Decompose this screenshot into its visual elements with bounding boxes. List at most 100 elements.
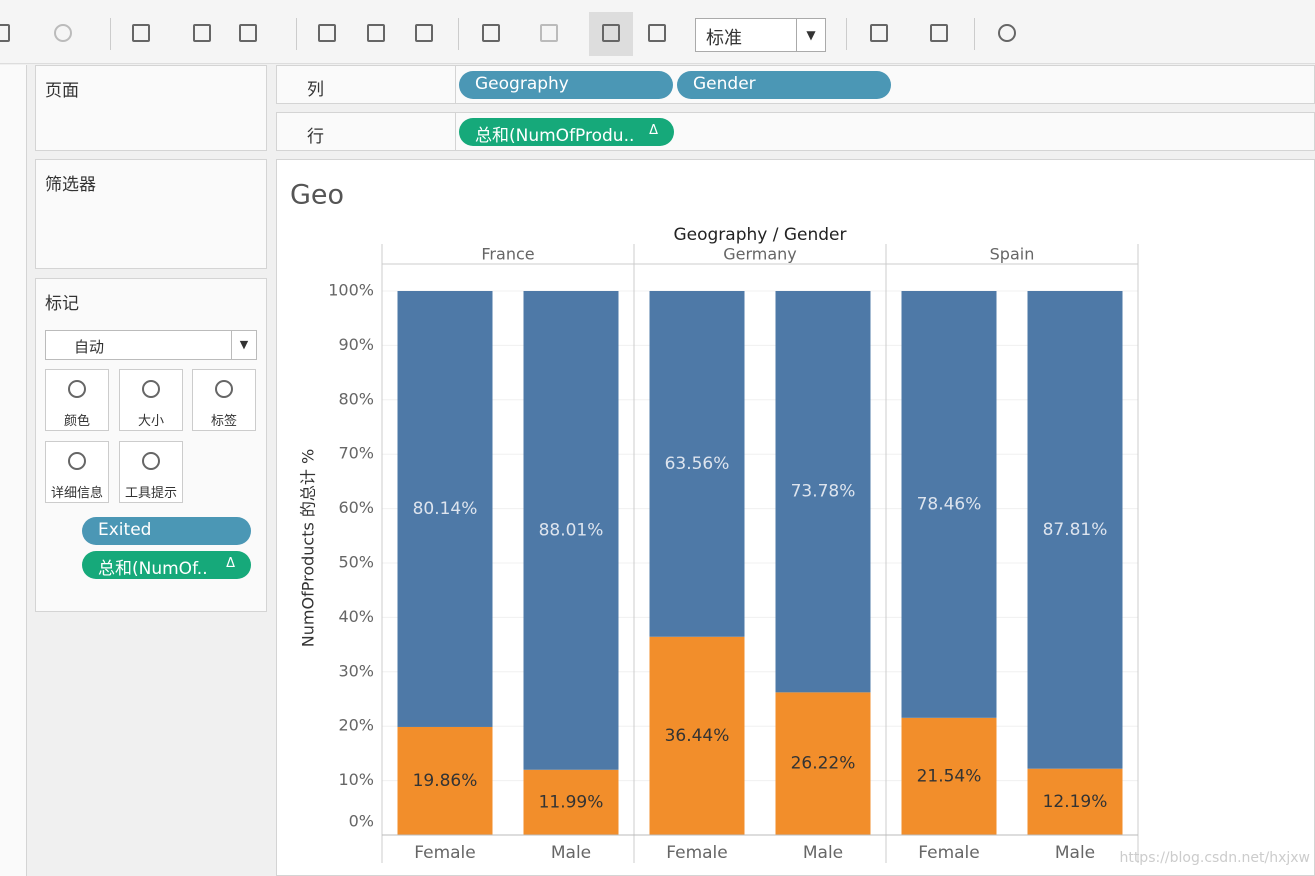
y-axis-label: NumOfProducts 的总计 %	[299, 449, 318, 647]
data-label: 11.99%	[539, 792, 604, 812]
separator	[846, 18, 847, 50]
bar-segment	[397, 726, 493, 835]
column-header: Spain	[990, 245, 1035, 264]
column-header-title: Geography / Gender	[673, 225, 846, 245]
pill-delta: Δ	[226, 556, 235, 571]
x-tick-label: Female	[666, 843, 727, 863]
filters-card: 筛选器	[35, 159, 267, 269]
data-label: 63.56%	[665, 454, 730, 474]
column-header: France	[481, 245, 534, 264]
data-label: 80.14%	[413, 499, 478, 519]
bar-segment	[901, 717, 997, 835]
pages-card: 页面	[35, 65, 267, 151]
data-label: 36.44%	[665, 726, 730, 746]
x-tick-label: Male	[551, 843, 591, 863]
marks-card: 标记 自动 ▼ 颜色 大小 标签 详细信息 工具提示 Exited 总和(NumO…	[35, 278, 267, 612]
toolbar-icon[interactable]	[930, 24, 948, 42]
y-tick-label: 0%	[349, 812, 374, 831]
y-tick-label: 70%	[338, 444, 374, 463]
card-title: 标记	[45, 294, 79, 314]
toolbar-active[interactable]	[589, 12, 633, 56]
fit-dropdown[interactable]: 标准 ▼	[695, 18, 826, 52]
pill-text: 总和(NumOfProdu..	[475, 126, 635, 146]
toolbar-icon[interactable]	[540, 24, 558, 42]
x-tick-label: Male	[803, 843, 843, 863]
separator	[974, 18, 975, 50]
y-tick-label: 50%	[338, 553, 374, 572]
separator	[296, 18, 297, 50]
toolbar-icon[interactable]	[998, 24, 1016, 42]
dropdown-arrow[interactable]: ▼	[796, 19, 825, 51]
x-tick-label: Male	[1055, 843, 1095, 863]
toolbar: 标准 ▼	[0, 0, 1315, 64]
separator	[458, 18, 459, 50]
shelf-pill[interactable]: 总和(NumOfProdu.. Δ	[459, 118, 674, 146]
toolbar-icon[interactable]	[415, 24, 433, 42]
mark-button[interactable]: 工具提示	[119, 441, 183, 503]
y-tick-label: 80%	[338, 389, 374, 408]
y-tick-label: 100%	[328, 281, 374, 300]
data-label: 19.86%	[413, 771, 478, 791]
shelf-label: 行	[307, 127, 324, 147]
mark-type-dropdown[interactable]: 自动 ▼	[45, 330, 257, 360]
bar-segment	[397, 291, 493, 727]
card-title: 筛选器	[45, 175, 96, 195]
mark-pill[interactable]: 总和(NumOf.. Δ	[82, 551, 251, 579]
shelf-label: 列	[307, 80, 324, 100]
watermark: https://blog.csdn.net/hxjxw	[1119, 850, 1310, 866]
y-tick-label: 40%	[338, 607, 374, 626]
data-label: 87.81%	[1043, 520, 1108, 540]
card-title: 页面	[45, 81, 79, 101]
data-pane-edge	[0, 65, 27, 876]
dropdown-text: 标准	[706, 28, 742, 49]
mark-button[interactable]: 颜色	[45, 369, 109, 431]
bar-segment	[649, 636, 745, 835]
y-tick-label: 30%	[338, 661, 374, 680]
data-label: 73.78%	[791, 482, 856, 502]
bar-segment	[649, 291, 745, 637]
columns-shelf: 列 Geography Gender	[276, 65, 1315, 104]
chart-title: Geo	[290, 180, 344, 211]
column-header: Germany	[723, 245, 797, 264]
bar-segment	[523, 291, 619, 770]
toolbar-icon[interactable]	[0, 24, 10, 42]
mark-button[interactable]: 详细信息	[45, 441, 109, 503]
data-label: 26.22%	[791, 754, 856, 774]
data-label: 88.01%	[539, 520, 604, 540]
bar-segment	[901, 291, 997, 718]
shelf-pill[interactable]: Geography	[459, 71, 673, 99]
separator	[455, 66, 456, 103]
toolbar-icon[interactable]	[602, 24, 620, 42]
toolbar-icon[interactable]	[193, 24, 211, 42]
toolbar-icon[interactable]	[648, 24, 666, 42]
toolbar-icon[interactable]	[318, 24, 336, 42]
toolbar-icon[interactable]	[54, 24, 72, 42]
data-label: 78.46%	[917, 494, 982, 514]
toolbar-icon[interactable]	[132, 24, 150, 42]
y-tick-label: 90%	[338, 335, 374, 354]
shelf-pill[interactable]: Gender	[677, 71, 891, 99]
bar-segment	[523, 769, 619, 835]
y-tick-label: 20%	[338, 716, 374, 735]
bar-segment	[775, 291, 871, 693]
toolbar-icon[interactable]	[367, 24, 385, 42]
mark-pill[interactable]: Exited	[82, 517, 251, 545]
rows-shelf: 行 总和(NumOfProdu.. Δ	[276, 112, 1315, 151]
y-tick-label: 10%	[338, 770, 374, 789]
x-tick-label: Female	[414, 843, 475, 863]
mark-type: 自动	[74, 338, 105, 356]
separator	[455, 113, 456, 150]
mark-button[interactable]: 大小	[119, 369, 183, 431]
pill-text: 总和(NumOf..	[98, 559, 208, 579]
y-tick-label: 60%	[338, 498, 374, 517]
toolbar-icon[interactable]	[870, 24, 888, 42]
toolbar-icon[interactable]	[482, 24, 500, 42]
bar-segment	[1027, 291, 1123, 769]
toolbar-icon[interactable]	[239, 24, 257, 42]
mark-button[interactable]: 标签	[192, 369, 256, 431]
bar-segment	[775, 692, 871, 835]
separator	[110, 18, 111, 50]
dropdown-arrow[interactable]: ▼	[231, 331, 256, 359]
